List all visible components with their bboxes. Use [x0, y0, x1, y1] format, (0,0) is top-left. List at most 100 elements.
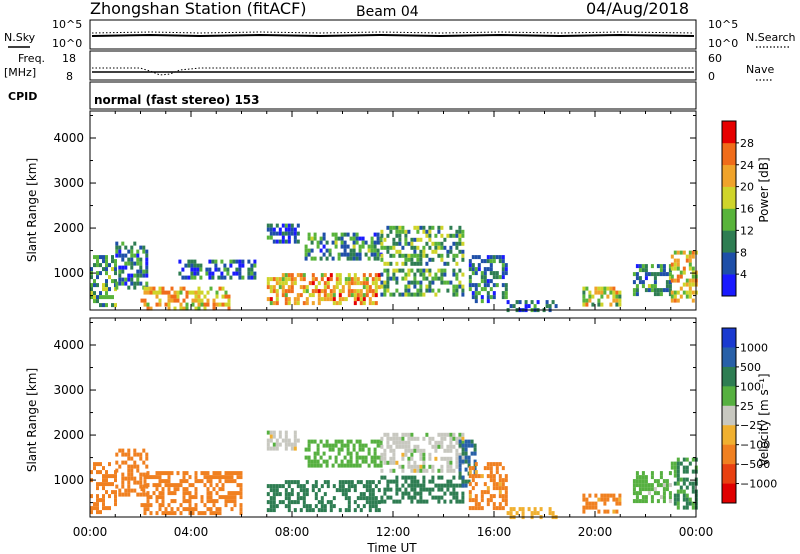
- power-cell: [404, 229, 408, 234]
- velocity-cell: [455, 499, 459, 504]
- power-cell: [492, 283, 496, 288]
- velocity-cell: [498, 494, 502, 499]
- velocity-cell: [191, 495, 195, 500]
- velocity-cell: [416, 444, 420, 449]
- power-cell: [323, 293, 327, 298]
- velocity-cell: [302, 488, 306, 493]
- velocity-cell: [386, 460, 390, 465]
- power-cell: [665, 284, 669, 289]
- velocity-colorbar-tick-label: 100: [740, 380, 761, 393]
- power-cell: [635, 272, 639, 277]
- velocity-cell: [461, 495, 465, 500]
- power-cell: [691, 278, 695, 283]
- velocity-cell: [679, 485, 683, 490]
- velocity-cell: [194, 487, 198, 492]
- velocity-region: [632, 471, 672, 504]
- power-cell: [179, 302, 183, 307]
- velocity-cell: [215, 499, 219, 504]
- cpid-mode-text: normal (fast stereo) 153: [94, 93, 260, 107]
- power-cell: [364, 240, 368, 245]
- velocity-cell: [284, 504, 288, 509]
- power-cell: [143, 298, 147, 303]
- power-cell: [212, 306, 216, 311]
- velocity-cell: [121, 476, 125, 481]
- power-cell: [389, 225, 393, 230]
- velocity-cell: [371, 492, 375, 497]
- power-cell: [302, 277, 306, 282]
- power-cell: [446, 253, 450, 258]
- power-cell: [597, 298, 601, 303]
- power-cell: [368, 297, 372, 302]
- power-cell: [685, 278, 689, 283]
- velocity-cell: [197, 511, 201, 516]
- velocity-cell: [188, 491, 192, 496]
- power-cell: [310, 240, 314, 245]
- power-cell: [241, 263, 245, 268]
- velocity-cell: [461, 483, 465, 488]
- velocity-cell: [656, 483, 660, 488]
- power-cell: [446, 249, 450, 254]
- power-cell: [284, 239, 288, 244]
- velocity-cell: [419, 464, 423, 469]
- power-colorbar-swatch: [722, 252, 736, 275]
- power-cell: [188, 290, 192, 295]
- power-cell: [223, 275, 227, 280]
- power-cell: [650, 288, 654, 293]
- nave-label: Nave: [746, 63, 774, 76]
- velocity-cell: [347, 484, 351, 489]
- power-cell: [190, 275, 194, 280]
- velocity-cell: [161, 511, 165, 516]
- power-cell: [346, 252, 350, 257]
- power-cell: [218, 286, 222, 291]
- cpid-label: CPID: [8, 90, 37, 103]
- velocity-cell: [143, 507, 147, 512]
- power-cell: [334, 232, 338, 237]
- velocity-cell: [347, 488, 351, 493]
- velocity-cell: [299, 488, 303, 493]
- power-cell: [455, 245, 459, 250]
- power-cell: [407, 229, 411, 234]
- power-cell: [428, 257, 432, 262]
- velocity-cell: [299, 484, 303, 489]
- power-cell: [422, 249, 426, 254]
- power-cell: [392, 245, 396, 250]
- velocity-cell: [440, 464, 444, 469]
- power-cell: [365, 285, 369, 290]
- power-cell: [130, 249, 134, 254]
- power-cell: [199, 267, 203, 272]
- power-cell: [314, 289, 318, 294]
- power-cell: [392, 272, 396, 277]
- power-cell: [389, 276, 393, 281]
- power-cell: [380, 233, 384, 238]
- power-cell: [373, 252, 377, 257]
- power-cell: [428, 225, 432, 230]
- power-cell: [139, 269, 143, 274]
- velocity-cell: [239, 475, 243, 480]
- velocity-cell: [662, 495, 666, 500]
- velocity-cell: [446, 456, 450, 461]
- power-cell: [644, 288, 648, 293]
- velocity-cell: [498, 506, 502, 511]
- velocity-cell: [215, 471, 219, 476]
- velocity-cell: [136, 492, 140, 497]
- velocity-cell: [489, 470, 493, 475]
- power-cell: [404, 288, 408, 293]
- power-cell: [410, 268, 414, 273]
- power-cell: [416, 253, 420, 258]
- velocity-cell: [368, 484, 372, 489]
- velocity-cell: [449, 468, 453, 473]
- power-cell: [365, 281, 369, 286]
- velocity-cell: [325, 459, 329, 464]
- power-cell: [205, 267, 209, 272]
- velocity-cell: [471, 486, 475, 491]
- power-cell: [647, 288, 651, 293]
- velocity-cell: [431, 464, 435, 469]
- velocity-colorbar-tick-label: −500: [740, 458, 770, 471]
- power-cell: [278, 281, 282, 286]
- power-cell: [407, 292, 411, 297]
- velocity-cell: [353, 508, 357, 513]
- velocity-cell: [458, 436, 462, 441]
- velocity-cell: [221, 495, 225, 500]
- velocity-cell: [305, 488, 309, 493]
